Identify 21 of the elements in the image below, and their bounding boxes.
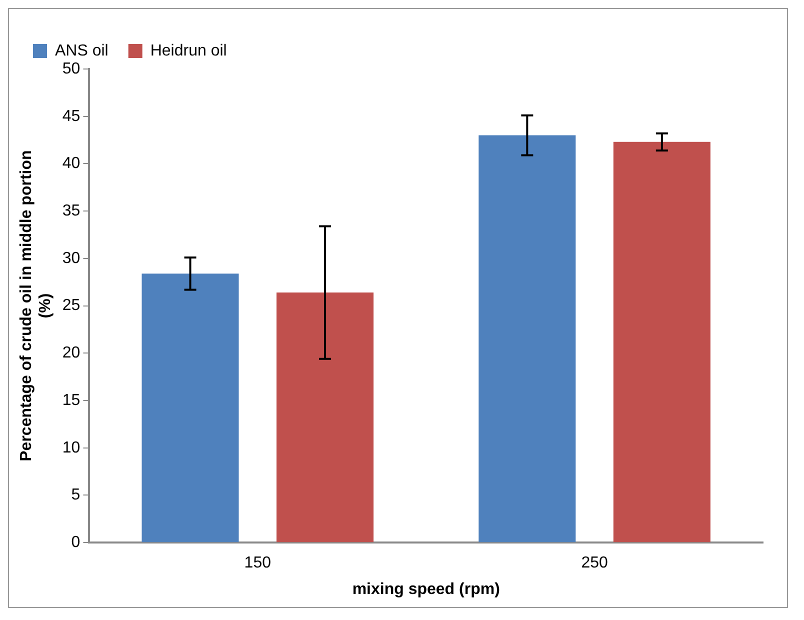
y-tick-label: 5 bbox=[71, 486, 80, 504]
bar bbox=[613, 142, 710, 542]
y-tick-label: 50 bbox=[62, 60, 80, 78]
x-tick-label: 150 bbox=[244, 554, 272, 572]
y-tick-label: 40 bbox=[62, 155, 80, 172]
legend-label: ANS oil bbox=[55, 42, 108, 60]
x-tick-label: 250 bbox=[581, 554, 608, 572]
y-tick-label: 10 bbox=[62, 439, 80, 456]
y-tick-label: 15 bbox=[62, 392, 80, 409]
legend-label: Heidrun oil bbox=[150, 42, 227, 60]
y-tick-label: 45 bbox=[62, 108, 80, 125]
bar bbox=[276, 292, 374, 542]
x-axis-title: mixing speed (rpm) bbox=[352, 580, 500, 598]
y-tick-label: 25 bbox=[62, 297, 80, 314]
bar bbox=[142, 274, 239, 542]
bar bbox=[478, 135, 576, 542]
y-tick-label: 30 bbox=[62, 250, 80, 267]
y-tick-label: 20 bbox=[62, 344, 80, 362]
y-tick-label: 0 bbox=[71, 534, 80, 552]
y-tick-label: 35 bbox=[62, 202, 80, 220]
y-axis-title: Percentage of crude oil in middle portion (%) bbox=[18, 150, 54, 462]
